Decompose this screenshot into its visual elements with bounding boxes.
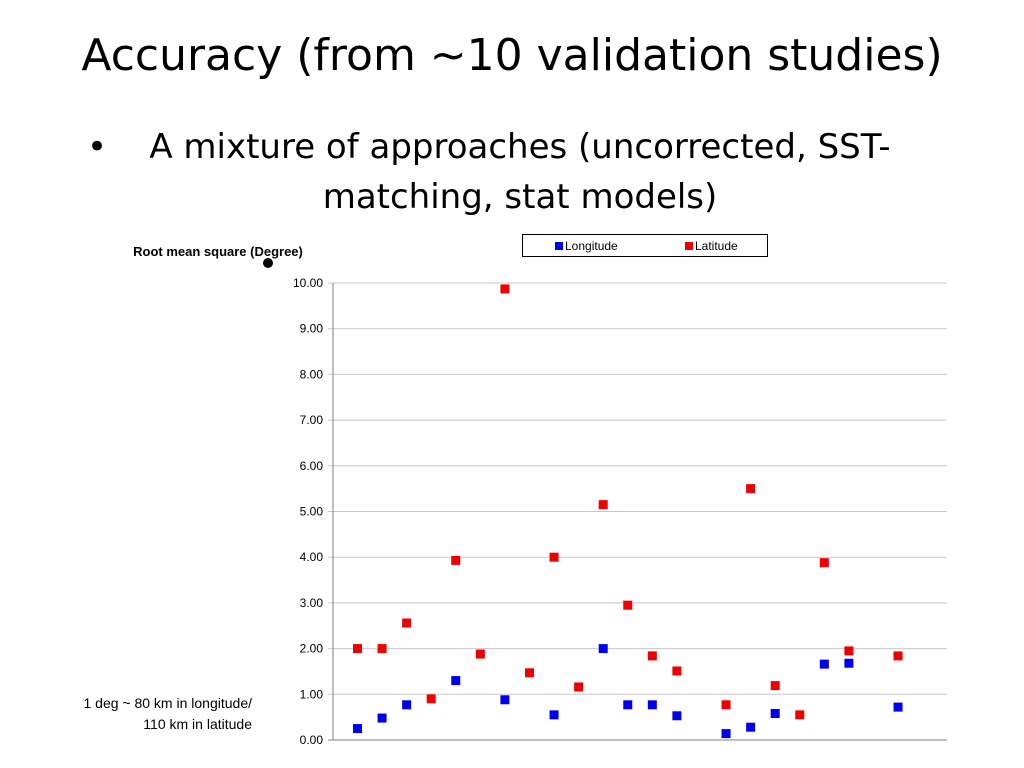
longitude-point bbox=[353, 724, 362, 734]
bullet-dot-icon: • bbox=[87, 127, 108, 167]
chart-title: Root mean square (Degree) bbox=[133, 244, 303, 259]
data-points bbox=[353, 284, 903, 739]
y-tick-label: 0.00 bbox=[300, 733, 324, 747]
y-tick-label: 5.00 bbox=[300, 505, 324, 519]
stray-dot-icon bbox=[263, 258, 273, 268]
latitude-point bbox=[770, 681, 780, 691]
y-tick-labels: 0.00 1.00 2.00 3.00 4.00 5.00 6.00 7.00 8.00 9.00… bbox=[293, 276, 323, 747]
latitude-point bbox=[500, 284, 510, 294]
grid-layer bbox=[328, 282, 947, 741]
y-tick-label: 9.00 bbox=[300, 322, 324, 336]
longitude-point bbox=[647, 700, 657, 710]
latitude-point bbox=[844, 646, 854, 656]
longitude-point bbox=[451, 676, 461, 686]
legend-item-longitude: Longitude bbox=[555, 239, 618, 253]
legend-label-longitude: Longitude bbox=[565, 239, 618, 253]
note-line-1: 1 deg ~ 80 km in longitude/ bbox=[83, 695, 252, 711]
latitude-point bbox=[598, 500, 608, 510]
latitude-point bbox=[426, 694, 436, 704]
y-tick-label: 8.00 bbox=[300, 367, 324, 381]
bullet-point: • A mixture of approaches (uncorrected, … bbox=[87, 122, 945, 222]
y-tick-label: 7.00 bbox=[300, 413, 324, 427]
longitude-point bbox=[819, 659, 829, 669]
chart-legend: Longitude Latitude bbox=[522, 234, 768, 257]
latitude-point bbox=[549, 552, 559, 562]
latitude-point bbox=[647, 651, 657, 661]
latitude-point bbox=[475, 649, 485, 659]
legend-swatch-longitude bbox=[555, 242, 563, 250]
latitude-point bbox=[623, 600, 633, 610]
longitude-point bbox=[770, 708, 780, 718]
y-tick-label: 1.00 bbox=[300, 687, 324, 701]
latitude-point bbox=[353, 644, 362, 654]
latitude-point bbox=[524, 668, 534, 678]
note-line-2: 110 km in latitude bbox=[143, 716, 252, 732]
legend-item-latitude: Latitude bbox=[685, 239, 738, 253]
y-tick-label: 3.00 bbox=[300, 596, 324, 610]
longitude-point bbox=[893, 702, 903, 712]
legend-swatch-latitude bbox=[685, 242, 693, 250]
slide-title: Accuracy (from ~10 validation studies) bbox=[81, 30, 943, 81]
y-tick-label: 4.00 bbox=[300, 550, 324, 564]
longitude-point bbox=[672, 711, 682, 721]
longitude-point bbox=[549, 710, 559, 720]
latitude-point bbox=[574, 682, 584, 692]
latitude-point bbox=[377, 644, 387, 654]
latitude-point bbox=[795, 710, 805, 720]
latitude-point bbox=[721, 700, 731, 710]
longitude-point bbox=[402, 700, 412, 710]
latitude-point bbox=[672, 666, 682, 676]
legend-label-latitude: Latitude bbox=[695, 239, 738, 253]
longitude-point bbox=[500, 695, 510, 705]
bullet-text: A mixture of approaches (uncorrected, SS… bbox=[149, 127, 891, 217]
conversion-note: 1 deg ~ 80 km in longitude/ 110 km in la… bbox=[40, 693, 252, 735]
latitude-point bbox=[893, 651, 903, 661]
longitude-point bbox=[746, 722, 756, 732]
longitude-point bbox=[844, 658, 854, 668]
y-tick-label: 6.00 bbox=[300, 459, 324, 473]
longitude-point bbox=[623, 700, 633, 710]
latitude-point bbox=[402, 618, 412, 628]
longitude-point bbox=[377, 713, 387, 723]
latitude-point bbox=[746, 484, 756, 494]
latitude-point bbox=[819, 558, 829, 568]
longitude-point bbox=[721, 729, 731, 739]
y-tick-label: 10.00 bbox=[293, 276, 323, 290]
latitude-point bbox=[451, 555, 461, 565]
longitude-point bbox=[598, 644, 608, 654]
y-tick-label: 2.00 bbox=[300, 642, 324, 656]
